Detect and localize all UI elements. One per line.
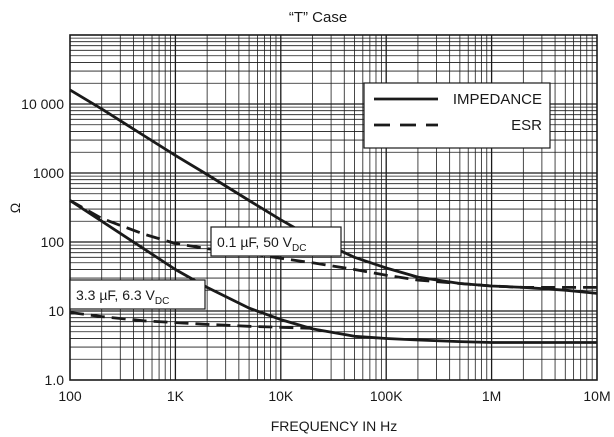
x-axis-label: FREQUENCY IN Hz [271, 418, 398, 434]
annotation-label: 0.1 µF, 50 VDC [217, 234, 306, 254]
y-tick-label: 100 [41, 234, 65, 250]
y-tick-label: 10 000 [21, 96, 64, 112]
annotation-label: 3.3 µF, 6.3 VDC [76, 287, 169, 307]
legend-box [363, 82, 551, 149]
annotation-box [69, 279, 206, 310]
y-tick-label: 10 [48, 303, 64, 319]
x-tick-label: 10M [583, 388, 610, 404]
plot-frame [69, 34, 598, 381]
y-tick-label: 1.0 [45, 372, 65, 388]
x-tick-label: 100K [370, 388, 403, 404]
annotation-box [210, 226, 342, 257]
legend-label: IMPEDANCE [453, 91, 542, 108]
legend: IMPEDANCE ESR [363, 82, 551, 149]
x-tick-label: 1M [482, 388, 501, 404]
x-tick-label: 10K [268, 388, 294, 404]
grid [70, 35, 597, 380]
y-axis-label: Ω [7, 203, 23, 213]
legend-label: ESR [511, 117, 542, 134]
x-tick-label: 1K [167, 388, 185, 404]
tick-labels: 100 1K 10K 100K 1M 10M 1.0 10 100 1000 10 000 [21, 96, 610, 404]
chart-title: “T” Case [289, 9, 347, 26]
impedance-line [69, 199, 597, 344]
esr-line [69, 199, 597, 289]
x-tick-label: 100 [58, 388, 82, 404]
annotations: 0.1 µF, 50 VDC 3.3 µF, 6.3 VDC [69, 226, 342, 310]
y-tick-label: 1000 [33, 165, 64, 181]
